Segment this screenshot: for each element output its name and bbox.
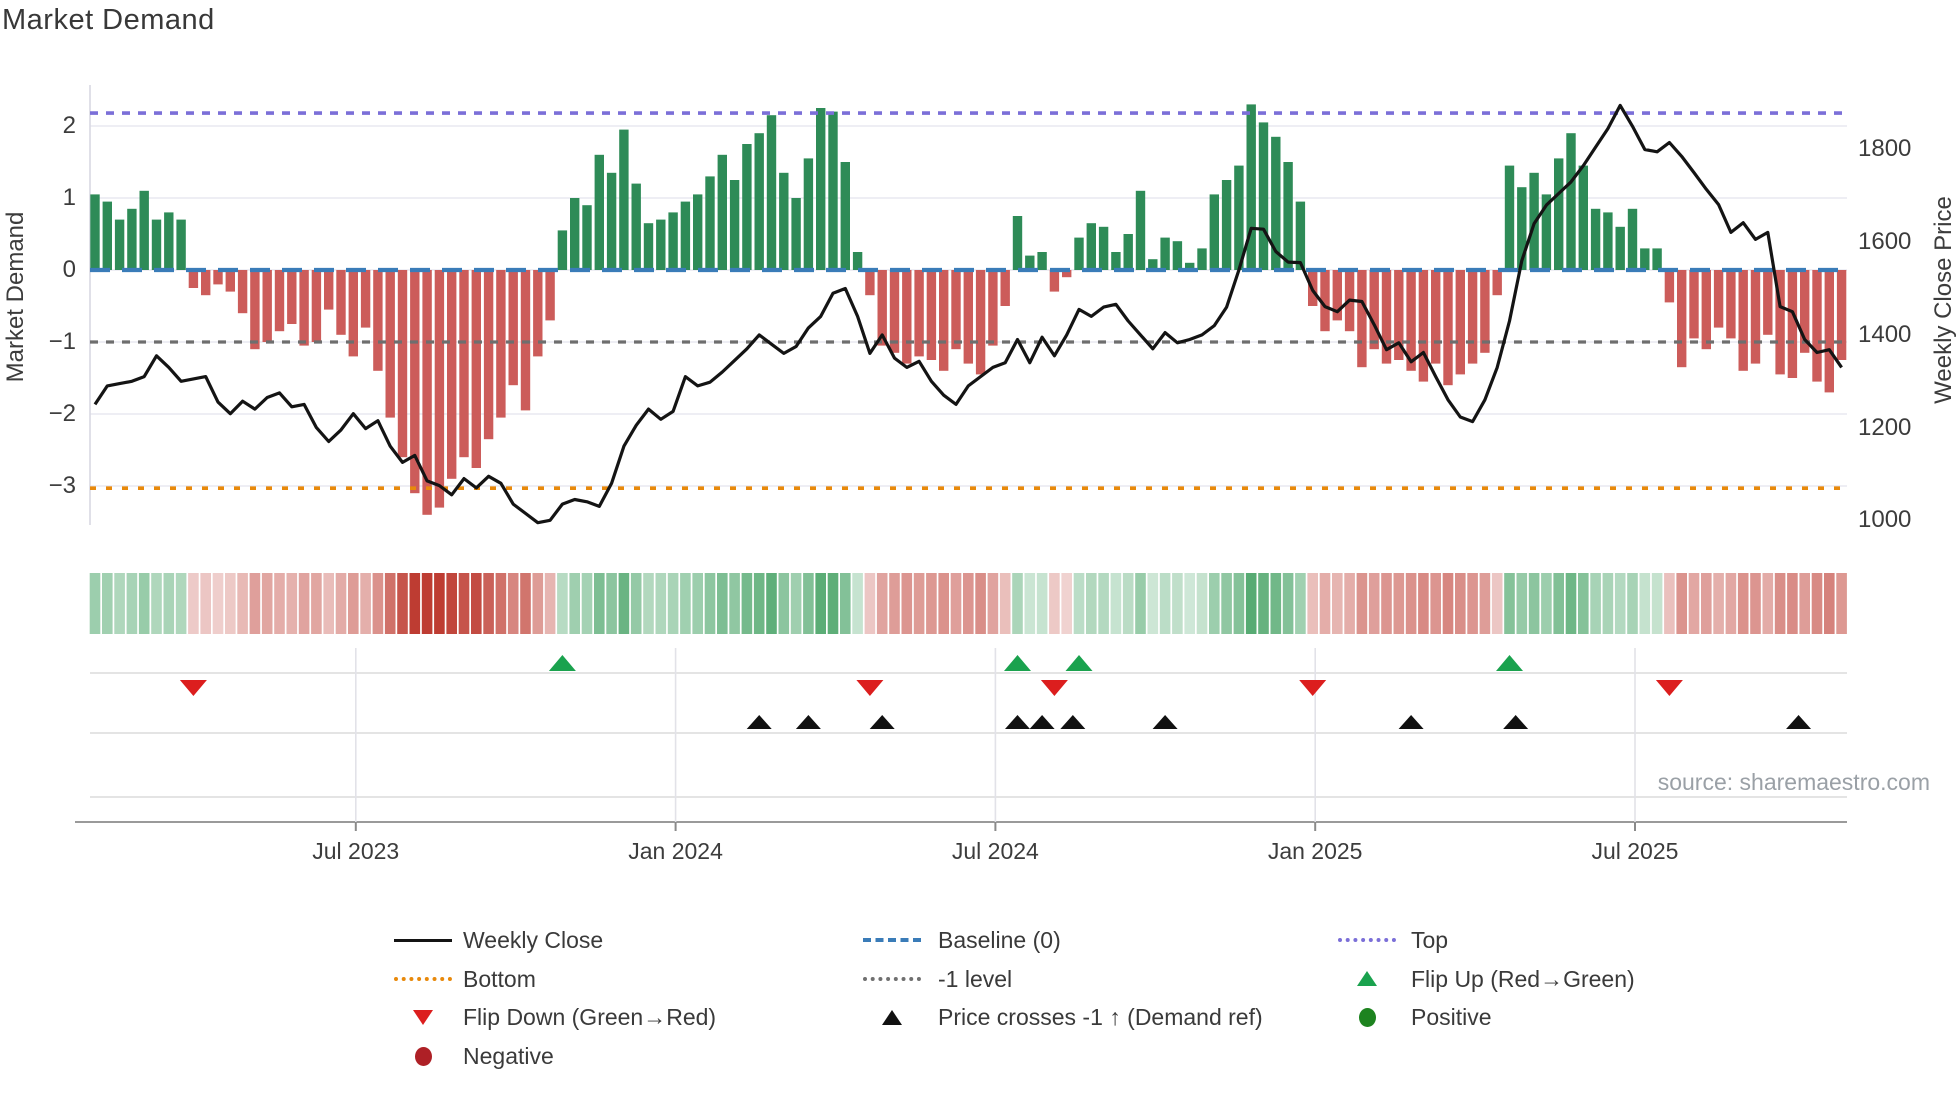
price-tick-label: 1200 [1858,413,1912,441]
circle-darkred-legend-icon [391,1037,455,1075]
tri-down-red-legend-icon [391,998,455,1036]
dotted-orange-icon [394,976,452,981]
x-tick-label: Jul 2024 [951,838,1039,864]
demand-tick-label: 2 [62,112,76,139]
line-black-icon [394,938,452,942]
dotted-gray-icon [863,976,921,981]
price-tick-label: 1600 [1858,228,1912,256]
tri-up-black-icon [882,1009,902,1025]
circle-green-legend-icon [1335,998,1399,1036]
x-tick-label: Jan 2025 [1267,838,1363,864]
dashed-blue-icon [863,938,921,942]
tri-down-red-icon [413,1009,433,1025]
price-tick-label: 1400 [1858,320,1912,348]
dotted-purple-icon [1338,938,1396,942]
dotted-purple-legend-icon [1335,921,1399,959]
demand-tick-label: −3 [48,472,76,499]
demand-tick-label: 1 [62,184,76,211]
dotted-orange-legend-icon [391,960,455,998]
price-tick-label: 1800 [1858,135,1912,163]
page-title: Market Demand [2,4,215,36]
x-tick-label: Jul 2025 [1591,838,1679,864]
price-tick-label: 1000 [1858,506,1912,534]
legend-label: Flip Up (Red→Green) [1411,965,1635,992]
legend-label: Baseline (0) [938,927,1061,953]
circle-green-icon [1358,1007,1376,1027]
legend-label: Positive [1411,1004,1492,1030]
tri-up-black-legend-icon [860,998,924,1036]
legend-label: Top [1411,927,1449,953]
right-axis-title: Weekly Close Price [1930,196,1957,404]
x-tick-label: Jul 2023 [312,838,400,864]
tri-up-green-legend-icon [1335,960,1399,998]
x-tick-label: Jan 2024 [628,838,723,864]
legend-label: Bottom [463,965,536,992]
legend-label: Price crosses -1 ↑ (Demand ref) [938,1004,1263,1030]
left-axis-title: Market Demand [2,211,29,383]
line-black-legend-icon [391,921,455,959]
tri-up-green-icon [1357,971,1377,986]
demand-tick-label: −1 [48,328,76,355]
legend-label: Negative [463,1043,554,1069]
circle-darkred-icon [414,1046,432,1066]
legend-label: Flip Down (Green→Red) [463,1004,717,1030]
legend-label: -1 level [938,965,1013,992]
dashed-blue-legend-icon [860,921,924,959]
dotted-gray-legend-icon [860,960,924,998]
legend-label: Weekly Close [463,927,604,953]
demand-tick-label: 0 [62,256,76,283]
source-attribution: source: sharemaestro.com [1657,769,1930,795]
demand-tick-label: −2 [48,400,76,427]
